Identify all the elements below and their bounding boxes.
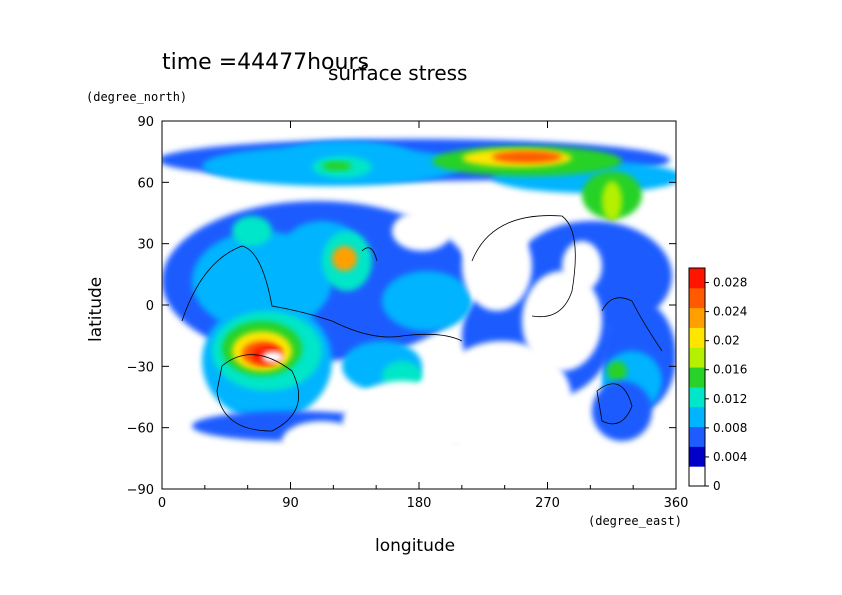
low-value-region (342, 381, 462, 471)
colorbar-swatch (689, 426, 705, 447)
plot-title: time =44477hours (162, 50, 369, 75)
colorbar-swatch (689, 268, 705, 289)
coastline (361, 247, 378, 262)
contour-region (382, 271, 472, 331)
colorbar-swatch (689, 386, 705, 408)
low-value-region (392, 211, 452, 251)
colorbar-swatch (689, 466, 705, 487)
colorbar-swatch (689, 307, 705, 328)
x-axis-label: longitude (375, 536, 456, 556)
contour-region (232, 216, 272, 246)
plot-subtitle: surface stress (328, 61, 468, 85)
colorbar-swatch (689, 327, 705, 348)
x-axis-units: (degree_east) (588, 514, 682, 528)
colorbar-tick-label: 0.02 (713, 334, 740, 348)
contour-region (592, 381, 652, 441)
contour-region (332, 246, 357, 271)
colorbar-tick-label: 0.028 (713, 276, 747, 290)
contour-region (262, 351, 284, 363)
low-value-region (432, 341, 572, 461)
coastlines (181, 215, 663, 432)
low-value-region (282, 421, 362, 461)
colorbar: 0 0.004 0.008 0.012 0.016 0.02 0.024 0.028 (688, 267, 747, 493)
y-tick-label: 0 (146, 299, 154, 314)
colorbar-swatch (689, 446, 705, 467)
colorbar-tick-label: 0 (713, 479, 721, 493)
colorbar-swatch (689, 367, 705, 388)
colorbar-swatch (689, 406, 705, 428)
x-tick-label: 0 (158, 496, 166, 511)
colorbar-tick-label: 0.016 (713, 363, 747, 377)
x-tick-label: 180 (407, 496, 432, 511)
colorbar-frame (688, 267, 706, 487)
stress-field (162, 139, 676, 489)
x-tick-label: 270 (535, 496, 560, 511)
y-tick-label: −30 (127, 360, 154, 375)
contour-region (602, 181, 622, 221)
x-tick-label: 90 (282, 496, 299, 511)
coastline (181, 245, 463, 342)
y-tick-label: 90 (137, 115, 154, 130)
low-value-region (562, 241, 602, 291)
y-tick-label: −60 (127, 422, 154, 437)
colorbar-tick-label: 0.004 (713, 450, 747, 464)
y-axis-ticks: 90 60 30 0 −30 −60 −90 (127, 115, 676, 498)
low-value-region (162, 451, 676, 489)
coastline (596, 383, 633, 425)
y-tick-label: −90 (127, 483, 154, 498)
low-value-region (522, 271, 602, 371)
contour-region (607, 361, 627, 381)
x-tick-label: 360 (664, 496, 689, 511)
x-axis-ticks: 0 90 180 270 360 (158, 121, 689, 511)
contour-region (492, 151, 562, 163)
y-axis-units: (degree_north) (86, 90, 188, 104)
contour-region (222, 261, 282, 311)
colorbar-swatch (689, 287, 705, 309)
contour-region (322, 161, 352, 171)
colorbar-tick-label: 0.012 (713, 392, 747, 406)
coastline (471, 215, 576, 318)
coastline (601, 297, 663, 352)
y-tick-label: 60 (137, 176, 154, 191)
low-value-region (462, 221, 532, 311)
colorbar-swatch (689, 347, 705, 368)
colorbar-tick-label: 0.024 (713, 305, 747, 319)
y-tick-label: 30 (137, 238, 154, 253)
colorbar-tick-label: 0.008 (713, 421, 747, 435)
coastline (216, 354, 300, 432)
